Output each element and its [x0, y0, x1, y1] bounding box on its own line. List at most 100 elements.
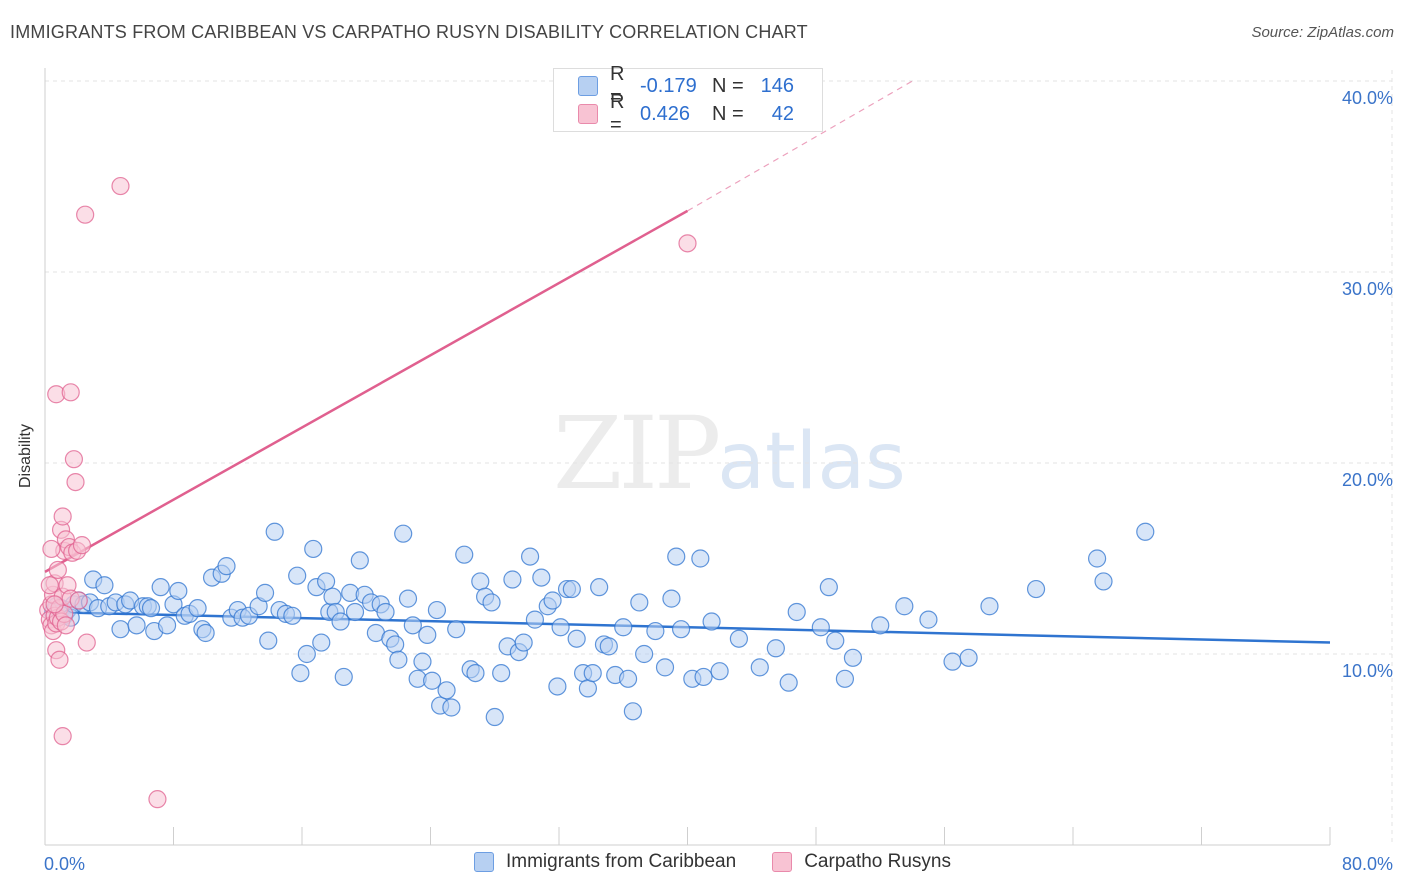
data-point-caribbean: [394, 524, 413, 543]
y-tick-label: 30.0%: [1342, 279, 1393, 299]
data-point-caribbean: [386, 635, 405, 654]
data-point-caribbean: [1026, 579, 1046, 599]
data-point-caribbean: [151, 578, 170, 597]
legend-label-carpatho-rusyn: Carpatho Rusyns: [804, 851, 951, 872]
legend-item-caribbean: Immigrants from Caribbean: [474, 851, 736, 873]
legend-row-carpatho-rusyn: R = 0.426 N = 42: [578, 91, 794, 136]
data-point-caribbean: [492, 663, 511, 683]
data-point-caribbean: [618, 669, 638, 688]
data-point-caribbean: [826, 631, 845, 650]
data-point-caribbean: [871, 616, 890, 635]
data-point-caribbean: [503, 570, 522, 589]
data-point-caribbean: [297, 644, 316, 664]
data-point-carpatho-rusyn: [69, 591, 88, 610]
data-point-caribbean: [702, 612, 721, 631]
data-point-caribbean: [543, 591, 562, 610]
data-point-caribbean: [843, 648, 863, 667]
legend-n-label: N =: [712, 102, 744, 125]
data-point-carpatho-rusyn: [40, 576, 59, 595]
data-point-caribbean: [980, 597, 999, 616]
data-point-caribbean: [398, 589, 418, 608]
data-point-caribbean: [350, 551, 369, 570]
data-point-caribbean: [787, 602, 806, 622]
data-point-caribbean: [418, 625, 437, 645]
data-point-caribbean: [288, 566, 307, 585]
data-point-caribbean: [514, 633, 533, 652]
data-point-caribbean: [389, 650, 408, 669]
series-caribbean-points: [43, 522, 1155, 727]
axes: [44, 68, 1331, 846]
data-point-caribbean: [655, 658, 675, 677]
legend-item-carpatho-rusyn: Carpatho Rusyns: [772, 851, 951, 873]
data-point-caribbean: [635, 644, 654, 664]
data-point-caribbean: [111, 620, 130, 639]
data-point-caribbean: [835, 669, 855, 688]
data-point-caribbean: [895, 597, 914, 616]
data-point-caribbean: [583, 663, 602, 683]
data-point-caribbean: [630, 593, 649, 612]
data-point-caribbean: [562, 579, 581, 599]
data-point-caribbean: [766, 639, 785, 658]
legend-label-caribbean: Immigrants from Caribbean: [506, 851, 737, 872]
legend-r-label: R =: [610, 63, 625, 108]
legend-swatch-pink: [772, 852, 793, 872]
data-point-caribbean: [304, 539, 323, 559]
data-point-carpatho-rusyn: [56, 616, 75, 635]
y-tick-label: 10.0%: [1342, 661, 1393, 681]
data-point-caribbean: [259, 631, 278, 650]
legend-n-value: 42: [771, 102, 794, 125]
trend-lines: [44, 80, 1331, 644]
data-point-carpatho-rusyn: [61, 383, 80, 402]
data-point-caribbean: [667, 547, 686, 566]
data-point-carpatho-rusyn: [72, 536, 92, 555]
data-point-caribbean: [614, 618, 633, 637]
data-point-caribbean: [265, 522, 284, 541]
data-point-caribbean: [376, 602, 395, 622]
data-point-caribbean: [646, 621, 665, 641]
data-point-carpatho-rusyn: [64, 450, 84, 469]
watermark: ZIPatlas: [553, 395, 906, 512]
data-point-caribbean: [671, 620, 691, 639]
data-point-caribbean: [943, 652, 962, 671]
data-point-caribbean: [423, 671, 442, 690]
data-point-carpatho-rusyn: [678, 234, 697, 253]
data-point-caribbean: [95, 576, 114, 595]
data-point-caribbean: [578, 679, 598, 698]
data-point-caribbean: [334, 667, 353, 687]
data-point-caribbean: [599, 637, 618, 656]
series-carpatho-rusyn-points: [39, 176, 697, 809]
data-point-caribbean: [590, 578, 609, 597]
data-point-caribbean: [482, 593, 501, 612]
data-point-carpatho-rusyn: [50, 650, 69, 669]
y-tick-label: 40.0%: [1342, 88, 1393, 108]
data-point-caribbean: [623, 702, 642, 721]
legend-swatch-blue: [578, 76, 598, 96]
data-point-caribbean: [127, 616, 146, 635]
data-point-carpatho-rusyn: [48, 560, 67, 580]
data-point-caribbean: [779, 673, 798, 692]
data-point-caribbean: [811, 618, 830, 637]
data-point-caribbean: [551, 618, 570, 637]
legend-r-label: R =: [610, 91, 625, 136]
data-point-caribbean: [691, 549, 710, 568]
data-point-caribbean: [729, 629, 749, 648]
x-tick-label-max: 80.0%: [1342, 854, 1393, 874]
data-point-caribbean: [750, 658, 769, 677]
legend-row-caribbean: R = -0.179 N = 146: [578, 63, 794, 108]
data-point-caribbean: [1136, 522, 1155, 541]
data-point-caribbean: [1087, 549, 1107, 568]
data-point-caribbean: [157, 616, 177, 635]
legend-n-value: 146: [760, 74, 794, 97]
data-point-caribbean: [466, 663, 485, 683]
legend-swatch-pink: [578, 104, 598, 124]
data-point-caribbean: [316, 572, 336, 591]
legend-r-value: -0.179: [640, 74, 697, 97]
data-point-caribbean: [520, 547, 540, 566]
data-point-caribbean: [141, 599, 161, 618]
tick-labels: 10.0% 20.0% 30.0% 40.0% 0.0% 80.0%: [44, 88, 1393, 874]
data-point-caribbean: [217, 557, 236, 576]
series-legend: Immigrants from Caribbean Carpatho Rusyn…: [474, 851, 987, 873]
data-point-caribbean: [427, 600, 447, 620]
data-point-caribbean: [437, 681, 456, 700]
